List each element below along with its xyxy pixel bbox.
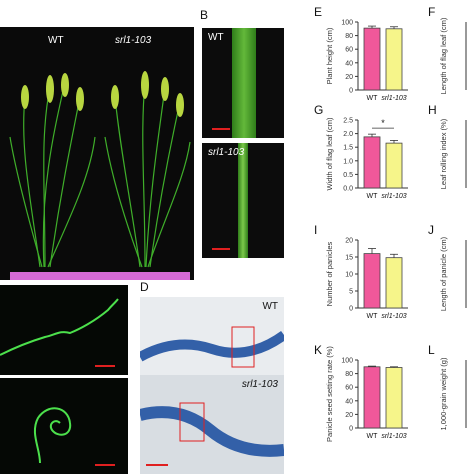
y-tick-label: 5 — [349, 289, 353, 296]
y-axis-label: 1,000-grain weight (g) — [439, 357, 448, 430]
x-tick-label: srl1-103 — [381, 95, 406, 102]
panel-letter-d: D — [140, 280, 149, 294]
y-tick-label: 0.5 — [343, 172, 353, 179]
y-tick-label: 0 — [349, 426, 353, 433]
y-tick-label: 100 — [341, 358, 353, 365]
panel-letter-k: K — [314, 343, 322, 357]
scale-bar — [95, 464, 115, 466]
leaf-section-outline — [0, 298, 119, 356]
y-tick-label: 60 — [345, 385, 353, 392]
panel-b-wt-label: WT — [208, 32, 224, 43]
y-axis-label: Number of panicles — [325, 241, 334, 306]
panel-b-leaf-mutant-photo: srl1-103 — [202, 143, 284, 258]
scale-bar — [146, 464, 168, 466]
y-axis-label: Length of panicle (cm) — [439, 236, 448, 311]
bar-mutant — [385, 142, 403, 189]
panel-d-mutant-histology: srl1-103 — [140, 375, 284, 474]
x-tick-label: WT — [367, 193, 379, 200]
y-tick-label: 80 — [345, 33, 353, 40]
y-axis-label: Leaf rolling index (%) — [439, 118, 448, 189]
bar-wt — [363, 136, 381, 189]
panel-c-mutant-section — [0, 378, 128, 474]
y-tick-label: 80 — [345, 371, 353, 378]
panel-d-wt-histology: WT — [140, 297, 284, 387]
scale-bar — [212, 248, 230, 250]
y-axis-label: Length of flag leaf (cm) — [439, 17, 448, 94]
rice-plants-illustration — [9, 71, 191, 280]
scale-bar — [212, 128, 230, 130]
y-tick-label: 0 — [349, 88, 353, 95]
panel-c-wt-section — [0, 285, 128, 375]
panel-b-mutant-label: srl1-103 — [208, 147, 245, 158]
x-tick-label: srl1-103 — [381, 313, 406, 320]
y-tick-label: 40 — [345, 60, 353, 67]
y-tick-label: 1.0 — [343, 158, 353, 165]
x-tick-label: WT — [367, 95, 379, 102]
panel-d-wt-label: WT — [262, 301, 278, 312]
y-tick-label: 100 — [341, 20, 353, 27]
y-axis-label: Width of flag leaf (cm) — [325, 117, 334, 190]
y-tick-label: 0 — [349, 306, 353, 313]
panel-a-wt-label: WT — [48, 35, 64, 46]
panel-letter-b: B — [200, 8, 209, 22]
bar-wt — [363, 27, 381, 91]
y-axis-label: Panicle seed setting rate (%) — [325, 346, 334, 442]
bar-mutant — [385, 28, 403, 91]
x-tick-label: WT — [367, 433, 379, 440]
panel-letter-g: G — [314, 103, 323, 117]
bar-wt — [363, 253, 381, 309]
scale-bar — [95, 365, 115, 367]
x-tick-label: srl1-103 — [381, 433, 406, 440]
panel-letter-l: L — [428, 343, 435, 357]
y-tick-label: 15 — [345, 255, 353, 262]
y-tick-label: 10 — [345, 272, 353, 279]
y-tick-label: 60 — [345, 47, 353, 54]
y-tick-label: 20 — [345, 74, 353, 81]
x-tick-label: WT — [367, 313, 379, 320]
significance-marker: * — [381, 118, 385, 128]
panel-a-mutant-label: srl1-103 — [115, 35, 152, 46]
panel-b-leaf-wt-photo: WT — [202, 28, 284, 138]
y-tick-label: 2.0 — [343, 131, 353, 138]
y-tick-label: 1.5 — [343, 145, 353, 152]
histology-section — [140, 326, 284, 368]
bar-mutant — [385, 367, 403, 429]
x-tick-label: srl1-103 — [381, 193, 406, 200]
panel-letter-f: F — [428, 5, 435, 19]
y-axis-label: Plant height (cm) — [325, 27, 334, 84]
y-tick-label: 2.5 — [343, 118, 353, 125]
panel-letter-i: I — [314, 223, 317, 237]
panel-letter-e: E — [314, 5, 322, 19]
y-tick-label: 0.0 — [343, 186, 353, 193]
leaf-section-outline — [33, 407, 72, 464]
y-tick-label: 40 — [345, 398, 353, 405]
panel-a-plant-photo: WT srl1-103 — [0, 27, 194, 280]
histology-section — [140, 402, 284, 457]
panel-d-mutant-label: srl1-103 — [241, 379, 278, 390]
panel-letter-j: J — [428, 223, 434, 237]
y-tick-label: 20 — [345, 238, 353, 245]
bar-mutant — [385, 257, 403, 309]
panel-letter-h: H — [428, 103, 437, 117]
y-tick-label: 20 — [345, 412, 353, 419]
bar-wt — [363, 366, 381, 429]
